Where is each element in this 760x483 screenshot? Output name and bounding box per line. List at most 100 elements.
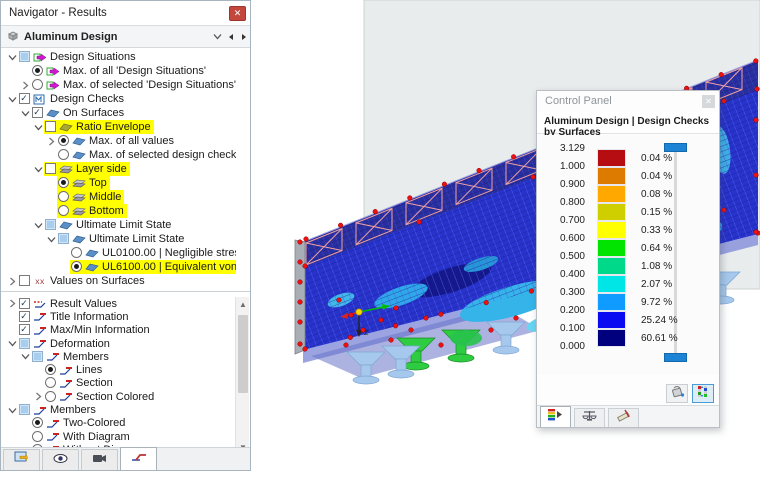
radio-selected[interactable]	[31, 417, 43, 429]
tree-item-ratio-envelope[interactable]: Ratio Envelope	[2, 120, 236, 134]
scale-slider-handle-bottom[interactable]	[664, 353, 687, 362]
surface-blue-icon	[71, 135, 86, 147]
navigator-tabbar	[1, 447, 250, 470]
tree-item-ultimate-limit-state[interactable]: Ultimate Limit State	[2, 218, 236, 232]
design-dropdown[interactable]: Aluminum Design	[1, 26, 211, 47]
tree-item-title-information[interactable]: ✓ Title Information	[2, 310, 234, 323]
navigator-tab-eye[interactable]	[42, 449, 79, 470]
tree-item-layer-side[interactable]: Layer side	[2, 162, 236, 176]
checkbox-partial[interactable]	[44, 219, 56, 231]
checkbox-off[interactable]	[44, 163, 56, 175]
chevron-down-icon[interactable]	[32, 163, 44, 175]
surface-olive-icon	[58, 121, 73, 133]
tree-item-with-diagram[interactable]: With Diagram	[2, 430, 234, 443]
color-scale-button[interactable]	[692, 384, 714, 403]
radio-unselected[interactable]	[44, 390, 56, 403]
scale-color-block	[597, 167, 626, 185]
scale-slider-handle-top[interactable]	[664, 143, 687, 152]
tree-item-ul6100-00-equivalent-von-mises-stress[interactable]: UL6100.00 | Equivalent von Mises stress	[2, 260, 236, 274]
tree-item-deformation[interactable]: Deformation	[2, 337, 234, 350]
chevron-down-icon[interactable]	[45, 233, 57, 245]
expander-spacer	[32, 364, 44, 376]
radio-unselected[interactable]	[70, 247, 82, 259]
radio-unselected[interactable]	[57, 191, 69, 203]
tree-item-on-surfaces[interactable]: ✓ On Surfaces	[2, 106, 236, 120]
scale-color-block	[597, 185, 626, 203]
checkbox-partial[interactable]	[18, 404, 30, 416]
checkbox-on[interactable]: ✓	[31, 107, 43, 118]
radio-selected[interactable]	[57, 177, 69, 189]
chevron-down-icon[interactable]	[211, 28, 224, 46]
tree-item-ul0100-00-negligible-stresses[interactable]: UL0100.00 | Negligible stresses	[2, 246, 236, 260]
scale-percentage: 0.15 %	[641, 207, 673, 218]
result-line-icon	[32, 404, 47, 416]
navigator-tab-results[interactable]	[120, 447, 157, 470]
tree-item-top[interactable]: Top	[2, 176, 236, 190]
checkbox-off[interactable]	[18, 275, 30, 287]
scroll-thumb[interactable]	[238, 315, 248, 393]
close-icon[interactable]: ✕	[702, 94, 715, 108]
chevron-right-icon[interactable]	[19, 79, 31, 91]
radio-selected[interactable]	[70, 261, 82, 273]
tree-item-section-colored[interactable]: Section Colored	[2, 390, 234, 403]
tree-item-result-values[interactable]: ✓ Result Values	[2, 297, 234, 310]
checkbox-on[interactable]: ✓	[18, 324, 30, 336]
tree-item-members[interactable]: Members	[2, 403, 234, 416]
checkbox-on[interactable]: ✓	[18, 93, 30, 104]
radio-selected[interactable]	[31, 65, 43, 77]
arrow-left-icon[interactable]	[224, 28, 237, 46]
radio-unselected[interactable]	[57, 205, 69, 217]
paint-bucket-button[interactable]	[666, 384, 688, 403]
chevron-down-icon[interactable]	[19, 351, 31, 363]
tree-item-label: On Surfaces	[63, 107, 125, 119]
radio-unselected[interactable]	[31, 430, 43, 443]
checkbox-off[interactable]	[44, 121, 56, 133]
tree-item-design-checks[interactable]: ✓ Design Checks	[2, 92, 236, 106]
close-icon[interactable]: ✕	[229, 5, 246, 21]
tree-item-max-of-selected-design-situations[interactable]: Max. of selected 'Design Situations'	[2, 78, 236, 92]
tree-item-members[interactable]: Members	[2, 350, 234, 363]
tree-scrollbar[interactable]: ▲ ▼	[235, 297, 249, 454]
tree-item-max-of-selected-design-checks[interactable]: Max. of selected design checks	[2, 148, 236, 162]
radio-unselected[interactable]	[57, 149, 69, 161]
chevron-right-icon[interactable]	[6, 298, 18, 310]
chevron-down-icon[interactable]	[32, 121, 44, 133]
tree-item-middle[interactable]: Middle	[2, 190, 236, 204]
chevron-right-icon[interactable]	[32, 391, 44, 403]
chevron-down-icon[interactable]	[6, 93, 18, 105]
tree-item-ultimate-limit-state[interactable]: Ultimate Limit State	[2, 232, 236, 246]
chevron-down-icon[interactable]	[32, 219, 44, 231]
tree-item-values-on-surfaces[interactable]: xx Values on Surfaces	[2, 274, 236, 288]
radio-selected[interactable]	[44, 364, 56, 376]
chevron-down-icon[interactable]	[6, 338, 18, 350]
tree-item-two-colored[interactable]: Two-Colored	[2, 417, 234, 430]
checkbox-partial[interactable]	[18, 51, 30, 63]
tree-item-bottom[interactable]: Bottom	[2, 204, 236, 218]
chevron-right-icon[interactable]	[6, 275, 18, 287]
checkbox-partial[interactable]	[57, 233, 69, 245]
chevron-down-icon[interactable]	[6, 404, 18, 416]
control-panel-tab-color-scale[interactable]	[540, 406, 571, 427]
chevron-right-icon[interactable]	[45, 135, 57, 147]
tree-item-lines[interactable]: Lines	[2, 363, 234, 376]
checkbox-on[interactable]: ✓	[18, 297, 30, 309]
navigator-tab-display-properties[interactable]	[3, 449, 40, 470]
chevron-down-icon[interactable]	[19, 107, 31, 119]
checkbox-partial[interactable]	[18, 337, 30, 350]
control-panel-tab-scales[interactable]	[574, 408, 605, 427]
checkbox-partial[interactable]	[31, 350, 43, 363]
arrow-right-icon[interactable]	[237, 28, 250, 46]
scroll-up-icon[interactable]: ▲	[239, 299, 247, 309]
radio-unselected[interactable]	[31, 79, 43, 91]
radio-unselected[interactable]	[44, 377, 56, 389]
chevron-down-icon[interactable]	[6, 51, 18, 63]
control-panel-tab-measure[interactable]	[608, 408, 639, 427]
tree-item-design-situations[interactable]: Design Situations	[2, 50, 236, 64]
checkbox-on[interactable]: ✓	[18, 310, 30, 322]
tree-item-section[interactable]: Section	[2, 377, 234, 390]
tree-item-max-of-all-values[interactable]: Max. of all values	[2, 134, 236, 148]
navigator-tab-camera[interactable]	[81, 449, 118, 470]
radio-selected[interactable]	[57, 135, 69, 147]
tree-item-max-of-all-design-situations[interactable]: Max. of all 'Design Situations'	[2, 64, 236, 78]
tree-item-max-min-information[interactable]: ✓ Max/Min Information	[2, 324, 234, 337]
